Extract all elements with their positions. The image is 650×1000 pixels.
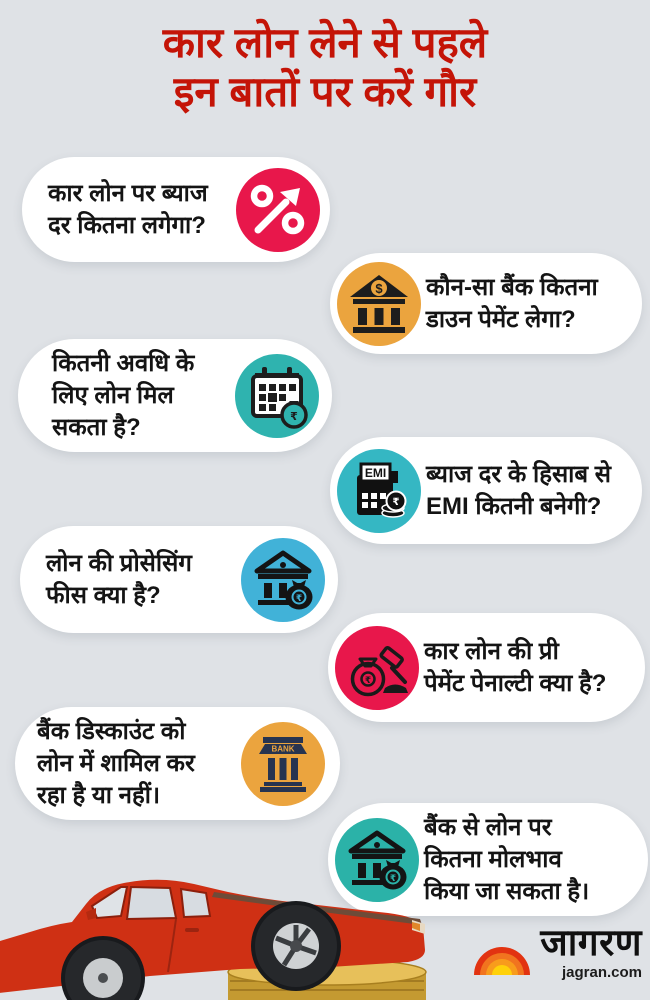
car-on-coins-image xyxy=(0,862,445,1000)
bank-dollar-icon: $ xyxy=(337,261,421,346)
card-text: बैंक से लोन पर कितना मोलभाव किया जा सकता… xyxy=(424,813,590,905)
title-line-1: कार लोन लेने से पहले xyxy=(162,19,488,66)
title-line-2: इन बातों पर करें गौर xyxy=(173,68,477,116)
svg-text:₹: ₹ xyxy=(393,497,400,508)
svg-text:₹: ₹ xyxy=(390,873,396,883)
bank-rupee-bag-icon: ₹ xyxy=(241,537,325,622)
svg-text:EMI: EMI xyxy=(365,466,386,480)
question-card-bargaining: ₹ बैंक से लोन पर कितना मोलभाव किया जा सक… xyxy=(328,803,648,916)
percent-arrow-icon xyxy=(236,167,320,252)
svg-text:₹: ₹ xyxy=(296,593,302,603)
moneybag-gavel-icon: ₹ xyxy=(335,625,419,710)
brand-domain: jagran.com xyxy=(561,964,642,981)
jagran-wordmark: जागरण jagran.com xyxy=(540,924,642,981)
brand-name: जागरण xyxy=(540,922,642,963)
question-card-down-payment: $ कौन-सा बैंक कितना डाउन पेमेंट लेगा? xyxy=(330,253,642,354)
red-car-illustration xyxy=(0,879,427,1000)
question-card-processing-fee: लोन की प्रोसेसिंग फीस क्या है? ₹ xyxy=(20,526,338,633)
jagran-sun-icon xyxy=(474,946,531,975)
card-text: कार लोन की प्री पेमेंट पेनाल्टी क्या है? xyxy=(424,637,607,697)
svg-text:BANK: BANK xyxy=(271,744,294,753)
calendar-money-icon: ₹ xyxy=(235,353,319,438)
svg-text:$: $ xyxy=(375,281,383,296)
card-text: बैंक डिस्काउंट को लोन में शामिल कर रहा ह… xyxy=(37,717,195,809)
svg-text:₹: ₹ xyxy=(365,675,371,685)
svg-text:₹: ₹ xyxy=(290,411,298,423)
question-card-emi: EMI ₹ ब्याज दर के हिसाब से EMI कितनी बने… xyxy=(330,437,642,544)
bank-rupee-bag-icon: ₹ xyxy=(335,817,419,902)
page-title: कार लोन लेने से पहले इन बातों पर करें गौ… xyxy=(0,18,650,116)
question-card-prepayment-penalty: ₹ कार लोन की प्री पेमेंट पेनाल्टी क्या ह… xyxy=(328,613,645,722)
jagran-logo: जागरण jagran.com xyxy=(471,924,642,981)
question-card-bank-discount: बैंक डिस्काउंट को लोन में शामिल कर रहा ह… xyxy=(15,707,340,820)
card-text: ब्याज दर के हिसाब से EMI कितनी बनेगी? xyxy=(426,460,611,520)
card-text: कितनी अवधि के लिए लोन मिल सकता है? xyxy=(52,349,195,441)
bank-building-icon: BANK xyxy=(241,721,325,806)
card-text: कौन-सा बैंक कितना डाउन पेमेंट लेगा? xyxy=(426,273,598,333)
card-text: लोन की प्रोसेसिंग फीस क्या है? xyxy=(46,549,192,609)
question-card-interest-rate: कार लोन पर ब्याज दर कितना लगेगा? xyxy=(22,157,330,262)
card-text: कार लोन पर ब्याज दर कितना लगेगा? xyxy=(48,179,208,239)
emi-calculator-icon: EMI ₹ xyxy=(337,448,421,533)
question-card-loan-tenure: कितनी अवधि के लिए लोन मिल सकता है? xyxy=(18,339,332,452)
